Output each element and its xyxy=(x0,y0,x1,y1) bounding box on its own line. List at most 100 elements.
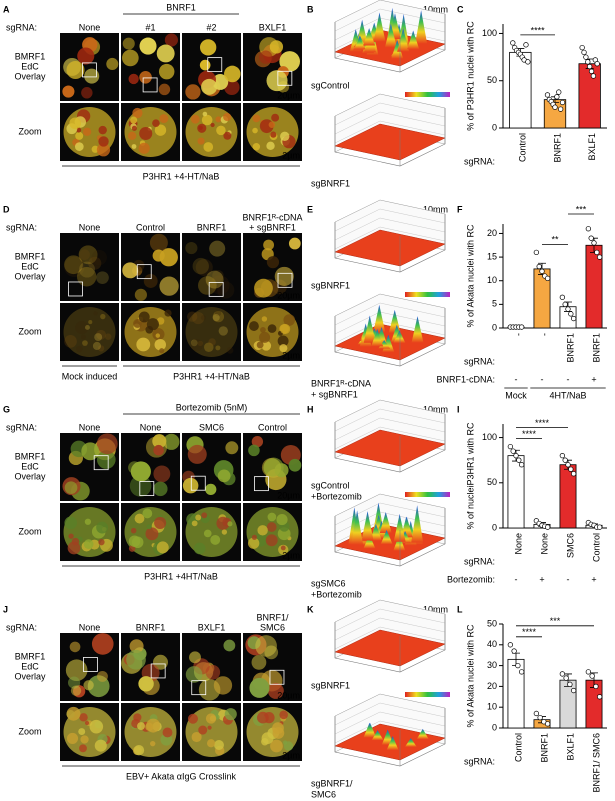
data-point xyxy=(570,315,577,322)
data-point xyxy=(544,721,551,727)
nucleus-zoom xyxy=(63,307,116,357)
wire xyxy=(334,720,381,744)
nucleus xyxy=(97,670,108,682)
data-point xyxy=(565,462,571,468)
wire xyxy=(379,720,446,736)
wire xyxy=(334,120,381,144)
signal xyxy=(257,711,269,724)
signal xyxy=(223,112,232,122)
nucleus xyxy=(153,654,168,670)
panel-label: F xyxy=(457,204,463,214)
nucleus xyxy=(259,50,273,64)
signal xyxy=(198,125,203,130)
peak xyxy=(363,315,376,343)
plot-label: sgSMC6 xyxy=(311,578,346,588)
column-header: BXLF1 xyxy=(259,22,287,32)
signal xyxy=(270,739,283,753)
wire xyxy=(379,626,446,642)
signal xyxy=(128,535,141,547)
data-point xyxy=(593,683,599,690)
peak xyxy=(386,736,399,751)
footer-label: P3HR1 +4-HT/NaB xyxy=(173,371,250,381)
wire xyxy=(379,502,446,518)
wire xyxy=(379,226,446,242)
signal xyxy=(146,524,152,530)
nucleus xyxy=(212,270,224,282)
nucleus xyxy=(198,276,217,295)
signal xyxy=(203,142,214,152)
signal xyxy=(190,339,198,347)
zoom-box xyxy=(82,62,97,78)
signal xyxy=(261,340,272,351)
signal xyxy=(64,335,77,348)
nucleus xyxy=(267,682,284,699)
x-tick-label: BNRF1 xyxy=(591,333,601,363)
row-label: BMRF1 xyxy=(15,51,46,61)
nucleus xyxy=(64,255,83,275)
wire xyxy=(379,520,446,536)
panel-label: I xyxy=(457,404,460,414)
signal xyxy=(191,731,202,743)
nucleus xyxy=(69,641,81,653)
nucleus xyxy=(76,267,97,287)
data-point xyxy=(583,54,589,60)
column-header: Control xyxy=(136,222,165,232)
data-point xyxy=(513,453,519,459)
row-label: BMRF1 xyxy=(15,651,46,661)
data-point xyxy=(567,681,573,687)
zoom-box xyxy=(277,272,293,288)
wire xyxy=(334,408,381,432)
scale-bar-label: 20µm xyxy=(277,290,300,300)
signal xyxy=(82,340,88,346)
plot-label: +Bortezomib xyxy=(311,491,362,501)
nucleus xyxy=(106,57,119,70)
wire xyxy=(379,608,446,624)
data-point xyxy=(515,662,521,669)
data-point xyxy=(570,687,577,694)
nucleus-zoom xyxy=(185,307,238,357)
nucleus xyxy=(79,261,96,278)
y-axis-title: % of Akata nuclei with RC xyxy=(465,624,475,728)
nucleus xyxy=(251,435,264,448)
plot-label: sgBNRF1 xyxy=(311,178,350,188)
data-point xyxy=(594,249,600,256)
signal xyxy=(215,116,222,123)
data-point xyxy=(587,63,593,70)
signal xyxy=(66,732,79,744)
peak xyxy=(407,30,420,50)
y-tick-label: 50 xyxy=(487,477,497,487)
peak xyxy=(378,340,391,349)
row-value: - xyxy=(567,374,570,384)
x-tick-label: BNRF1/ SMC6 xyxy=(591,733,601,793)
signal xyxy=(277,335,289,347)
nucleus xyxy=(164,33,179,47)
nucleus xyxy=(210,275,230,295)
signal xyxy=(76,345,83,353)
nucleus xyxy=(122,262,139,279)
signal xyxy=(78,728,86,736)
signal xyxy=(92,341,102,351)
data-point xyxy=(562,457,568,463)
data-point xyxy=(581,49,587,56)
signal xyxy=(272,722,284,735)
signal xyxy=(280,131,290,142)
signal xyxy=(223,131,232,140)
nucleus xyxy=(195,258,213,277)
x-tick-label: - xyxy=(539,333,549,336)
scale-label: 10mm xyxy=(423,604,448,614)
zoom-box xyxy=(139,481,155,496)
micrograph xyxy=(60,233,119,301)
signal xyxy=(187,713,198,724)
column-header: BXLF1 xyxy=(198,622,226,632)
zoom-box xyxy=(208,281,224,297)
nucleus xyxy=(263,458,282,477)
category-label: sgRNA: xyxy=(464,156,495,166)
y-tick-label: 0 xyxy=(492,522,497,532)
nucleus xyxy=(185,666,203,683)
wire xyxy=(334,711,381,735)
scale-bar-label: 2µm xyxy=(282,350,300,360)
y-axis-title: % of P3HR1 nuclei with RC xyxy=(465,21,475,131)
zoom-box xyxy=(269,669,285,685)
column-header: #1 xyxy=(145,22,155,32)
zoom-box xyxy=(254,476,269,492)
